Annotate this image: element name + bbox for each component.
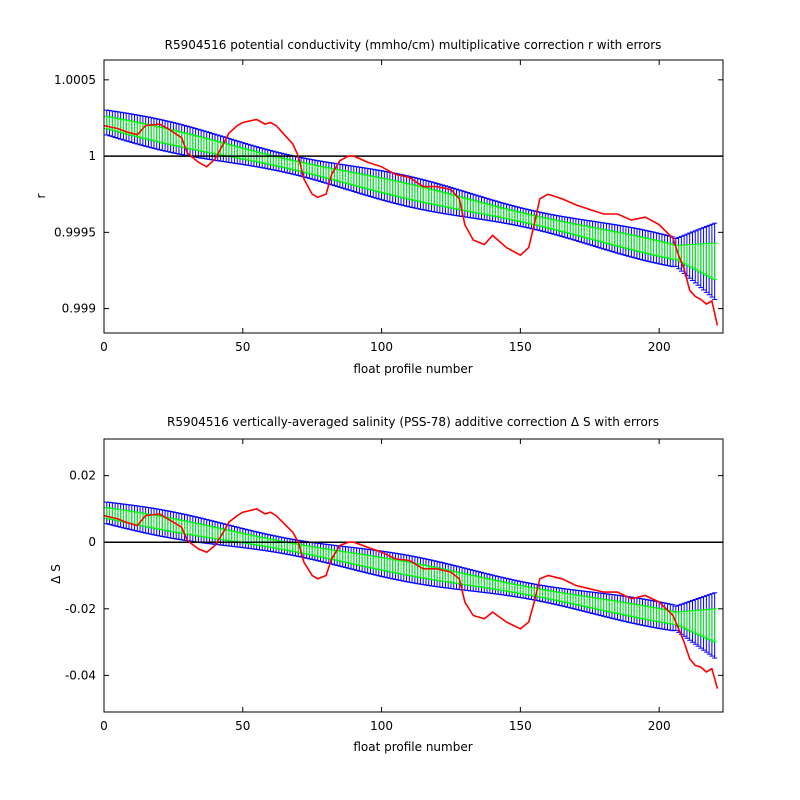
top-chart-series-group [104, 109, 723, 326]
top-chart-y-tick-label: 0.9995 [54, 225, 96, 239]
bottom-chart-y-tick-label: 0.02 [69, 469, 96, 483]
bottom-chart-x-tick-label: 50 [235, 719, 250, 733]
bottom-chart-correction-line [104, 508, 719, 689]
top-chart-correction-line [104, 118, 719, 326]
bottom-chart-plot-area: 0 50 100 150 200 -0.04 -0.02 0 0.02 [65, 438, 724, 733]
top-chart-title: R5904516 potential conductivity (mmho/cm… [165, 38, 662, 52]
bottom-chart-x-axis-label: float profile number [353, 740, 472, 754]
top-chart-y-tick-label: 0.999 [62, 302, 96, 316]
top-chart-x-tick-label: 50 [235, 340, 250, 354]
top-chart-plot-area: 0 50 100 150 200 0.999 0.9995 1 1.0005 [54, 59, 724, 354]
bottom-chart-x-tick-label: 150 [509, 719, 532, 733]
top-chart-x-tick-label: 100 [370, 340, 393, 354]
bottom-chart-axes-frame [103, 438, 724, 713]
top-chart-y-tick-label: 1 [88, 149, 96, 163]
bottom-chart-x-tick-label: 0 [100, 719, 108, 733]
bottom-chart-errorbar-series-1 [104, 501, 718, 659]
top-chart-x-tick-label: 150 [509, 340, 532, 354]
top-chart-x-tick-label: 0 [100, 340, 108, 354]
top-chart-x-tick-label: 200 [648, 340, 671, 354]
top-chart-errorbar-series-2 [104, 115, 718, 281]
top-chart-y-tick-label: 1.0005 [54, 73, 96, 87]
top-chart-axes-frame [103, 59, 724, 334]
bottom-chart-y-tick-label: 0 [88, 535, 96, 549]
bottom-chart-y-axis-label: Δ S [49, 564, 63, 584]
bottom-chart-title: R5904516 vertically-averaged salinity (P… [167, 415, 659, 429]
top-chart-y-axis-label: r [34, 193, 48, 198]
bottom-chart-y-tick-label: -0.04 [65, 668, 96, 682]
top-chart-x-axis-label: float profile number [353, 362, 472, 376]
bottom-chart-x-tick-label: 200 [648, 719, 671, 733]
bottom-chart-y-tick-label: -0.02 [65, 602, 96, 616]
top-chart-errorbar-series-1 [104, 109, 718, 300]
bottom-chart-series-group [104, 501, 723, 689]
bottom-chart-errorbar-series-2 [104, 506, 718, 643]
bottom-chart-panel: R5904516 vertically-averaged salinity (P… [49, 415, 724, 754]
top-chart-panel: R5904516 potential conductivity (mmho/cm… [34, 38, 724, 376]
bottom-chart-x-tick-label: 100 [370, 719, 393, 733]
